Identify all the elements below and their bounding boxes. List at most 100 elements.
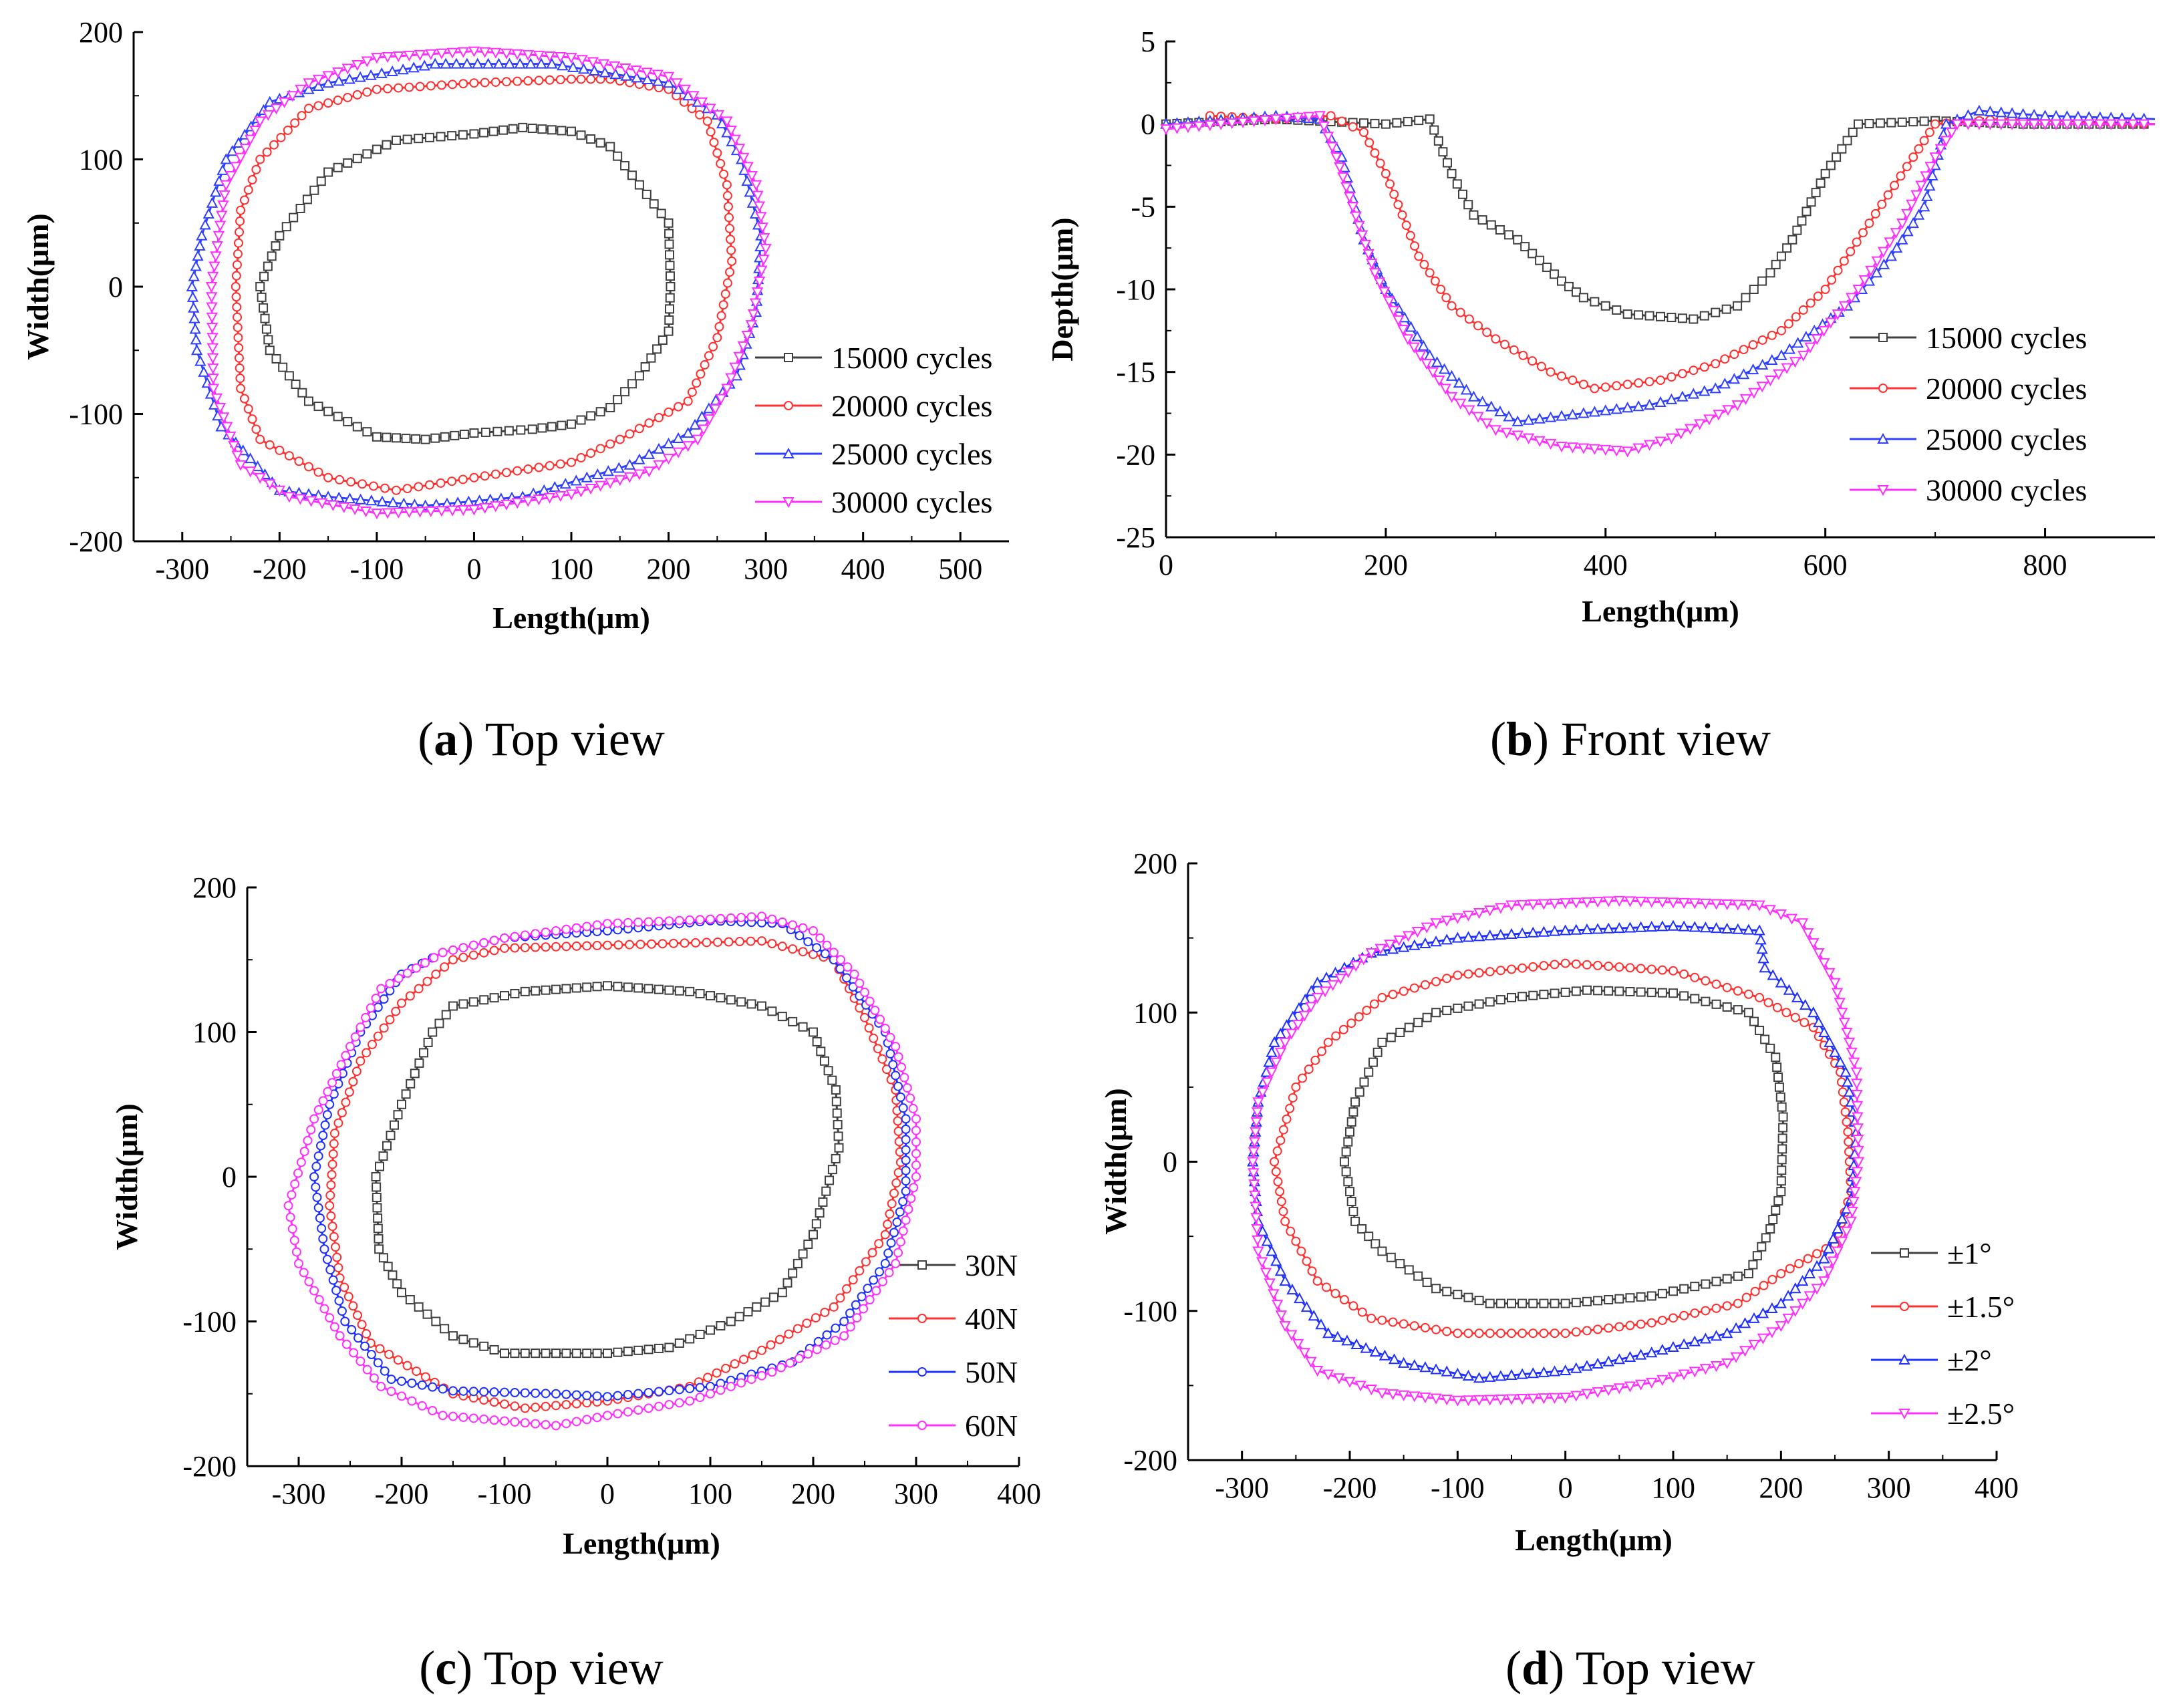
panel-d-series-1-point <box>1636 987 1646 997</box>
panel-b-caption-letter: b <box>1506 712 1533 766</box>
panel-a-series-4-point <box>671 78 683 90</box>
panel-c-series-3-point <box>613 1391 623 1401</box>
panel-a-series-4-point <box>217 200 229 212</box>
panel-d-x-tick-label: 100 <box>1651 1471 1695 1504</box>
panel-c-series-4-point <box>794 1353 804 1363</box>
panel-a-series-4-point <box>207 384 220 395</box>
panel-b-series-4-point <box>2083 119 2095 130</box>
panel-b-series-2-point <box>1919 136 1929 146</box>
panel-d-series-1-point <box>1507 992 1516 1002</box>
panel-d-series-4-point <box>1505 1394 1517 1405</box>
panel-d-series-4-point <box>1274 1047 1287 1058</box>
panel-a-series-2-point <box>276 132 286 142</box>
panel-b-series-1-point <box>1886 118 1896 128</box>
panel-a-series-1-point <box>613 395 623 405</box>
panel-c-series-4-point <box>815 933 825 943</box>
panel-b-series-4-point <box>1781 363 1793 374</box>
panel-d-series-3-point <box>1634 921 1647 932</box>
panel-c-series-3-point <box>794 931 805 941</box>
panel-c-series-3-point <box>803 937 813 947</box>
panel-b-series-2-point <box>1839 256 1849 266</box>
panel-b-series-3-point <box>1728 373 1741 384</box>
panel-d-series-1-point <box>1761 1233 1771 1243</box>
panel-a-series-4-point <box>214 221 227 232</box>
panel-c-series-1-point <box>757 1001 766 1011</box>
panel-c-series-3-point <box>313 1151 323 1161</box>
panel-d-series-3-point <box>1409 1359 1421 1371</box>
panel-a-series-3-point <box>376 495 388 507</box>
panel-c-series-3-point <box>901 1135 911 1145</box>
panel-b-series-2-point <box>1798 305 1808 315</box>
panel-c-series-4-point <box>394 974 404 984</box>
panel-d-series-4-point <box>1846 1206 1858 1218</box>
panel-d-series-3-point <box>1350 1338 1362 1349</box>
panel-a-series-4-point <box>746 170 758 182</box>
panel-d-series-4-point <box>1646 897 1658 908</box>
panel-b-series-3-point <box>1885 250 1898 261</box>
panel-a-series-4-point <box>738 152 750 164</box>
panel-d-series-2-point <box>1323 1037 1333 1047</box>
panel-a-series-3-point <box>641 73 654 85</box>
panel-d-series-4-point <box>1305 1357 1317 1368</box>
panel-a-series-1-point <box>469 129 479 139</box>
panel-a-series-3-point <box>190 344 203 355</box>
panel-d-series-4-point <box>1462 910 1475 921</box>
panel-d-series-3-point <box>1602 922 1614 934</box>
panel-d-series-3-point <box>1624 1350 1636 1362</box>
panel-a-series-4-point <box>225 170 237 182</box>
panel-c-series-2-point <box>582 941 592 951</box>
panel-d-series-4-point <box>1441 915 1453 927</box>
panel-d-series-3-point <box>1739 1317 1751 1328</box>
panel-c-series-4-point <box>613 918 623 928</box>
panel-b-series-4-point <box>1160 124 1172 136</box>
panel-b-series-3-point <box>1522 414 1535 425</box>
panel-c-series-4-point <box>685 1396 695 1406</box>
panel-d-series-1-point <box>1571 986 1581 996</box>
panel-d-series-1-point <box>1463 1292 1473 1302</box>
panel-a-series-3-point <box>450 57 462 69</box>
panel-a-series-3-point <box>643 448 656 459</box>
panel-c-series-4-point <box>812 1344 822 1355</box>
panel-a-series-1-point <box>440 432 450 442</box>
panel-c-series-4-point <box>885 1032 895 1042</box>
panel-a-series-4-point <box>565 489 577 501</box>
panel-b-series-1-point <box>1757 276 1767 286</box>
panel-b-series-1-point <box>1908 117 1918 127</box>
panel-c-series-2-point <box>864 1023 874 1033</box>
panel-b-series-4-point <box>1204 120 1216 132</box>
panel-d-series-2-point <box>1431 977 1441 987</box>
panel-a-series-2-point <box>255 154 265 164</box>
panel-b-series-2-point <box>1656 376 1665 386</box>
panel-b-series-2-point <box>1767 330 1777 340</box>
panel-c-series-4-point <box>489 1415 499 1425</box>
panel-b-series-2-point <box>1720 354 1730 364</box>
panel-c-series-1-point <box>743 1307 753 1317</box>
panel-a-series-2-point <box>247 174 257 184</box>
panel-d-series-2-point <box>1282 1114 1292 1124</box>
panel-a-series-4-point <box>206 353 219 364</box>
panel-c-series-3-point <box>592 1391 602 1401</box>
panel-c-x-tick-label: -300 <box>272 1477 326 1510</box>
panel-a-series-2-point <box>704 351 714 361</box>
panel-b-series-2-point <box>1600 382 1610 392</box>
panel-c-series-1-point <box>603 1348 612 1359</box>
panel-b-series-1-point <box>1458 189 1467 199</box>
panel-c-series-4-point <box>623 917 633 928</box>
panel-c-series-2-point <box>848 1275 858 1285</box>
panel-d-series-1-point <box>1604 1295 1614 1305</box>
panel-d-series-1-point <box>1690 994 1700 1004</box>
panel-d-series-4-point <box>1850 1177 1862 1188</box>
panel-d-series-1-point <box>1346 1117 1356 1127</box>
panel-a-series-3-point <box>588 64 601 76</box>
panel-a-series-3-point <box>366 494 378 506</box>
panel-b-series-4-point <box>1337 172 1349 183</box>
panel-a-series-2-point <box>357 479 368 489</box>
panel-d-series-4-point <box>1678 897 1690 909</box>
panel-d-series-3-point <box>1516 927 1528 938</box>
panel-c-series-1-point <box>551 984 561 994</box>
panel-d-series-3-point <box>1624 921 1636 933</box>
panel-c-series-3-point <box>316 1141 325 1151</box>
panel-c-series-2-point <box>571 1399 581 1409</box>
panel-c-series-3-point <box>901 1186 911 1196</box>
panel-c-series-2-point <box>510 1401 520 1411</box>
